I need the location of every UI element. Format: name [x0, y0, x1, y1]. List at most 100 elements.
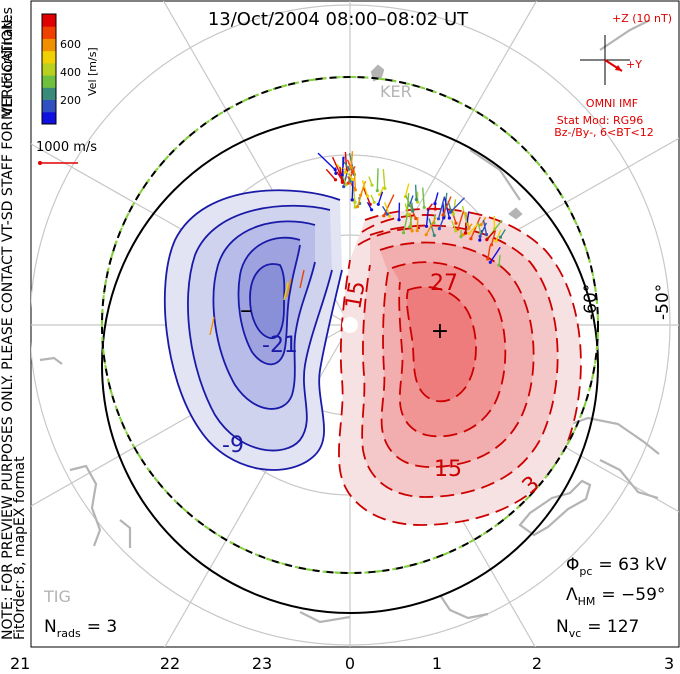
velocity-vector — [452, 199, 457, 215]
velocity-vector — [353, 170, 357, 190]
colorbar-segment — [42, 50, 56, 64]
colorbar-tick-200: 200 — [60, 94, 81, 107]
colorbar-segment — [42, 26, 56, 39]
velocity-colorbar: 600 400 200 Vel [m/s] — [41, 13, 99, 125]
mlt-label-21: 21 — [10, 654, 30, 673]
mlt-axis: 21 22 23 0 1 2 3 — [10, 654, 674, 673]
velocity-vector — [457, 210, 465, 230]
potential-min-marker: – — [240, 296, 252, 324]
imf-clock: +Z (10 nT) +Y OMNI IMF Stat Mod: RG96 Bz… — [554, 12, 672, 139]
mlt-label-0: 0 — [345, 654, 355, 673]
velocity-vector — [416, 217, 419, 231]
colorbar-segment — [42, 14, 56, 27]
negative-contours — [163, 189, 343, 471]
vector-scale: 1000 m/s — [36, 140, 97, 165]
velocity-vector — [425, 217, 437, 236]
mlt-label-1: 1 — [432, 654, 442, 673]
preview-note: NOTE: FOR PREVIEW PURPOSES ONLY. PLEASE … — [0, 15, 16, 640]
colorbar-tick-400: 400 — [60, 66, 81, 79]
contour-label-neg9: -9 — [222, 433, 244, 458]
map-title: 13/Oct/2004 08:00–08:02 UT — [208, 9, 469, 30]
velocity-vector — [342, 174, 347, 186]
station-label-ker: KER — [380, 82, 412, 101]
velocity-vector — [376, 168, 379, 191]
velocity-vector — [486, 230, 496, 241]
stat-n-vc: Nvc = 127 — [556, 617, 639, 640]
velocity-vector — [402, 217, 408, 233]
velocity-vector — [490, 230, 497, 245]
velocity-vector — [499, 229, 506, 238]
velocity-vectors — [209, 151, 506, 336]
coastlines — [39, 19, 660, 624]
velocity-vector — [437, 196, 446, 219]
imf-arrowhead-icon — [615, 65, 622, 71]
velocity-vector — [468, 222, 479, 234]
velocity-vector — [498, 255, 501, 266]
velocity-vector — [209, 316, 215, 336]
station-label-tig: TIG — [43, 587, 71, 606]
mlt-label-22: 22 — [160, 654, 180, 673]
mlt-label-3: 3 — [664, 654, 674, 673]
velocity-vector — [451, 220, 457, 232]
velocity-vector — [356, 183, 366, 207]
pole-marker — [342, 317, 358, 333]
plot-frame — [30, 0, 680, 648]
velocity-vector — [404, 183, 410, 197]
velocity-vector — [382, 169, 386, 189]
velocity-vector — [425, 208, 430, 227]
velocity-vector — [382, 205, 388, 215]
contour-label-27: 27 — [430, 271, 458, 296]
velocity-vector — [341, 156, 345, 176]
velocity-vector — [370, 194, 375, 203]
stat-n-rads: Nrads = 3 — [44, 617, 117, 640]
velocity-vector — [346, 159, 354, 173]
colorbar-segment — [42, 87, 56, 101]
velocity-vector — [477, 222, 482, 234]
latitude-label-50: -50° — [653, 284, 673, 320]
stat-lambda-hm: ΛHM = −59° — [566, 585, 665, 608]
velocity-vector — [283, 281, 289, 301]
velocity-vector — [434, 192, 439, 204]
velocity-vector — [351, 178, 354, 200]
velocity-vector — [377, 191, 384, 205]
hm-boundary-black — [101, 76, 599, 574]
positive-contours — [338, 207, 582, 526]
fit-order-note: FitOrder: 8, mapEX format — [12, 456, 28, 640]
imf-condition: Bz-/By-, 6<BT<12 — [554, 126, 654, 139]
colorbar-tick-600: 600 — [60, 38, 81, 51]
velocity-vector — [443, 197, 451, 219]
velocity-vector — [449, 197, 466, 213]
velocity-vector — [487, 245, 491, 260]
velocity-vector — [422, 187, 425, 208]
velocity-vector — [414, 184, 418, 200]
hm-boundary-green — [101, 76, 599, 574]
potential-max-marker: + — [431, 319, 449, 344]
velocity-vector — [343, 161, 350, 170]
velocity-vector — [438, 218, 444, 229]
velocity-vector — [442, 196, 452, 216]
mlt-label-23: 23 — [252, 654, 272, 673]
velocity-vector — [344, 151, 348, 171]
velocity-vector — [427, 203, 433, 210]
colorbar-segment — [42, 99, 56, 113]
map-statistics: Φpc = 63 kV ΛHM = −59° Nvc = 127 Nrads = 3 — [44, 555, 667, 640]
velocity-vector — [409, 216, 413, 228]
velocity-vector — [299, 269, 305, 289]
velocity-vector — [482, 219, 488, 235]
velocity-vector — [317, 152, 336, 171]
velocity-vector — [361, 180, 369, 197]
velocity-vector — [336, 171, 344, 182]
colorbar-segment — [42, 62, 56, 76]
velocity-vector — [350, 151, 354, 168]
velocity-vector — [366, 201, 373, 211]
velocity-vector — [325, 168, 337, 181]
contour-label-15-low: 15 — [434, 457, 462, 482]
heppner-maynard-boundary — [101, 116, 599, 614]
contour-label-neg21: -21 — [262, 333, 298, 358]
velocity-vector — [428, 218, 435, 236]
colorbar-segment — [42, 38, 56, 52]
coords-note: MLT coordinates — [0, 7, 16, 120]
velocity-vector — [286, 278, 292, 298]
